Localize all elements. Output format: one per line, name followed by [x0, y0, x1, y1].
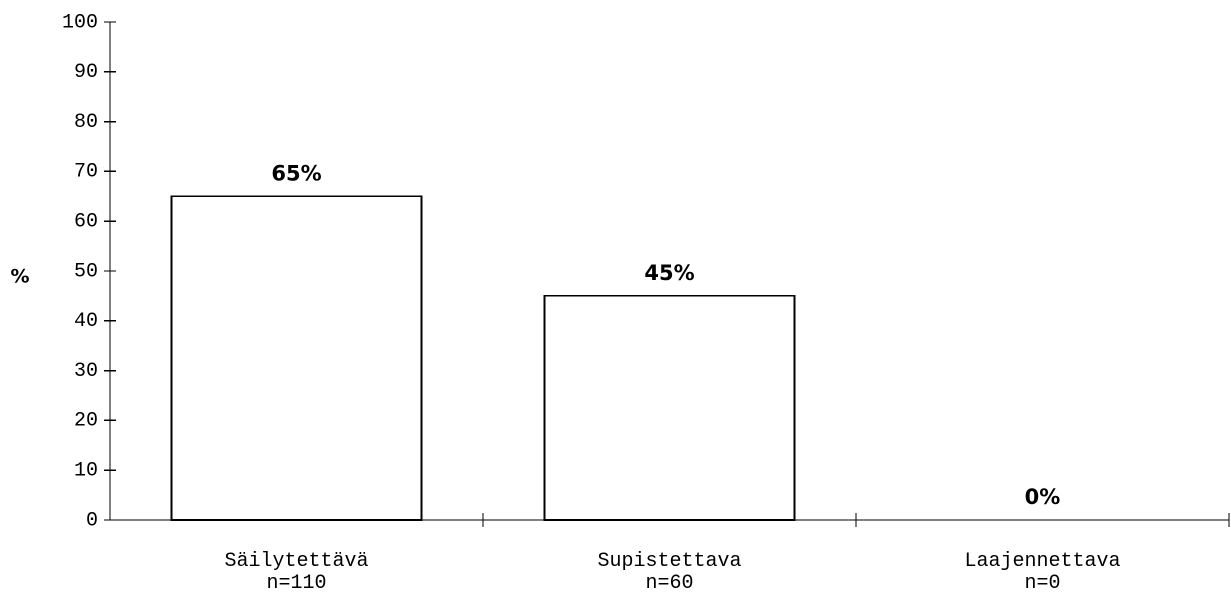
category-count-label: n=0: [1024, 572, 1060, 595]
y-axis: 0 10 20 30 40 50 60 70 80 90 100: [62, 11, 116, 532]
data-label: 65%: [271, 161, 321, 185]
category-count-label: n=110: [266, 572, 326, 595]
y-tick-label: 80: [74, 111, 98, 134]
category-label: Supistettava: [597, 550, 741, 573]
category-label: Laajennettava: [964, 550, 1120, 573]
y-tick-label: 30: [74, 360, 98, 383]
category-label: Säilytettävä: [224, 550, 368, 573]
bar: [170, 195, 423, 521]
y-tick-label: 40: [74, 310, 98, 333]
bar: [543, 295, 796, 521]
y-axis-title: %: [10, 266, 29, 288]
data-label: 0%: [1025, 485, 1061, 509]
y-tick-label: 20: [74, 410, 98, 433]
data-label: 45%: [644, 261, 694, 285]
y-tick-label: 0: [86, 509, 98, 532]
category-count-label: n=60: [645, 572, 693, 595]
y-tick-label: 100: [62, 11, 98, 34]
y-tick-label: 90: [74, 61, 98, 84]
y-tick-label: 60: [74, 210, 98, 233]
data-labels: 65% 45% 0%: [271, 161, 1060, 509]
y-tick-label: 70: [74, 161, 98, 184]
y-tick-label: 50: [74, 260, 98, 283]
y-tick-label: 10: [74, 459, 98, 482]
bars: [170, 195, 796, 521]
